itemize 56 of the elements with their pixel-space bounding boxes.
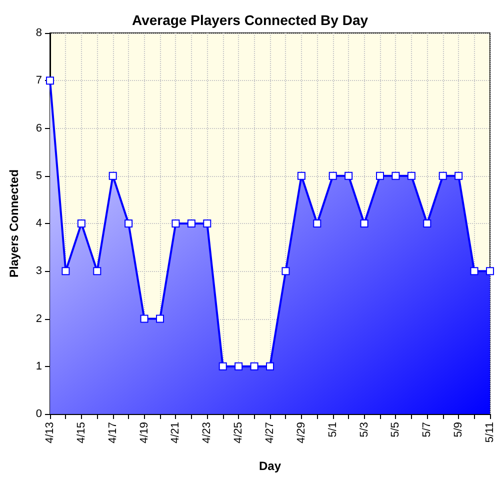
x-tick-label: 5/3 xyxy=(358,422,370,438)
x-tick-label: 4/15 xyxy=(75,422,88,444)
point xyxy=(108,172,117,180)
point xyxy=(438,172,447,180)
y-axis-title: Players Connected xyxy=(7,169,21,278)
x-tick-label: 4/27 xyxy=(264,422,276,444)
point xyxy=(124,220,133,228)
y-tick-label: 2 xyxy=(36,312,42,325)
point xyxy=(344,172,353,180)
x-tick-label: 4/23 xyxy=(201,422,214,444)
x-tick-label: 4/17 xyxy=(106,422,119,444)
x-tick-label: 4/29 xyxy=(295,422,308,444)
point xyxy=(266,362,274,370)
y-tick-label: 3 xyxy=(36,265,42,278)
x-tick-label: 5/5 xyxy=(390,422,402,438)
point xyxy=(328,172,337,180)
x-tick-label: 4/25 xyxy=(232,422,245,444)
point xyxy=(140,314,148,323)
point xyxy=(62,267,70,276)
y-tick-label: 4 xyxy=(36,218,42,230)
x-tick-label: 4/13 xyxy=(44,422,56,444)
y-tick-label: 5 xyxy=(36,170,42,182)
x-axis-title: Day xyxy=(258,459,282,473)
point xyxy=(282,267,290,276)
point xyxy=(46,76,54,85)
point xyxy=(407,172,416,180)
point xyxy=(93,267,102,276)
point xyxy=(470,267,478,276)
point xyxy=(376,172,384,180)
point xyxy=(218,362,227,370)
y-tick-label: 6 xyxy=(36,122,42,134)
point xyxy=(392,172,400,180)
point xyxy=(156,314,164,323)
y-tick-label: 8 xyxy=(36,27,42,39)
point xyxy=(172,220,180,228)
y-tick-label: 0 xyxy=(36,408,42,420)
point xyxy=(297,172,306,180)
x-tick-label: 5/7 xyxy=(421,422,434,438)
y-tick-label: 7 xyxy=(36,74,42,87)
point xyxy=(454,172,463,180)
point xyxy=(187,220,196,228)
x-tick-label: 5/1 xyxy=(326,422,339,438)
point xyxy=(234,362,243,370)
point xyxy=(313,220,322,228)
point xyxy=(486,267,494,276)
point xyxy=(423,220,432,228)
y-tick-label: 1 xyxy=(36,360,42,372)
point xyxy=(360,220,368,228)
x-tick-label: 4/19 xyxy=(138,422,150,444)
point xyxy=(77,220,86,228)
point xyxy=(203,220,212,228)
x-tick-label: 5/9 xyxy=(452,422,465,438)
x-tick-label: 4/21 xyxy=(170,422,182,444)
point xyxy=(250,362,258,370)
chart-title: Average Players Connected By Day xyxy=(132,12,368,28)
x-tick-label: 5/11 xyxy=(484,422,496,443)
